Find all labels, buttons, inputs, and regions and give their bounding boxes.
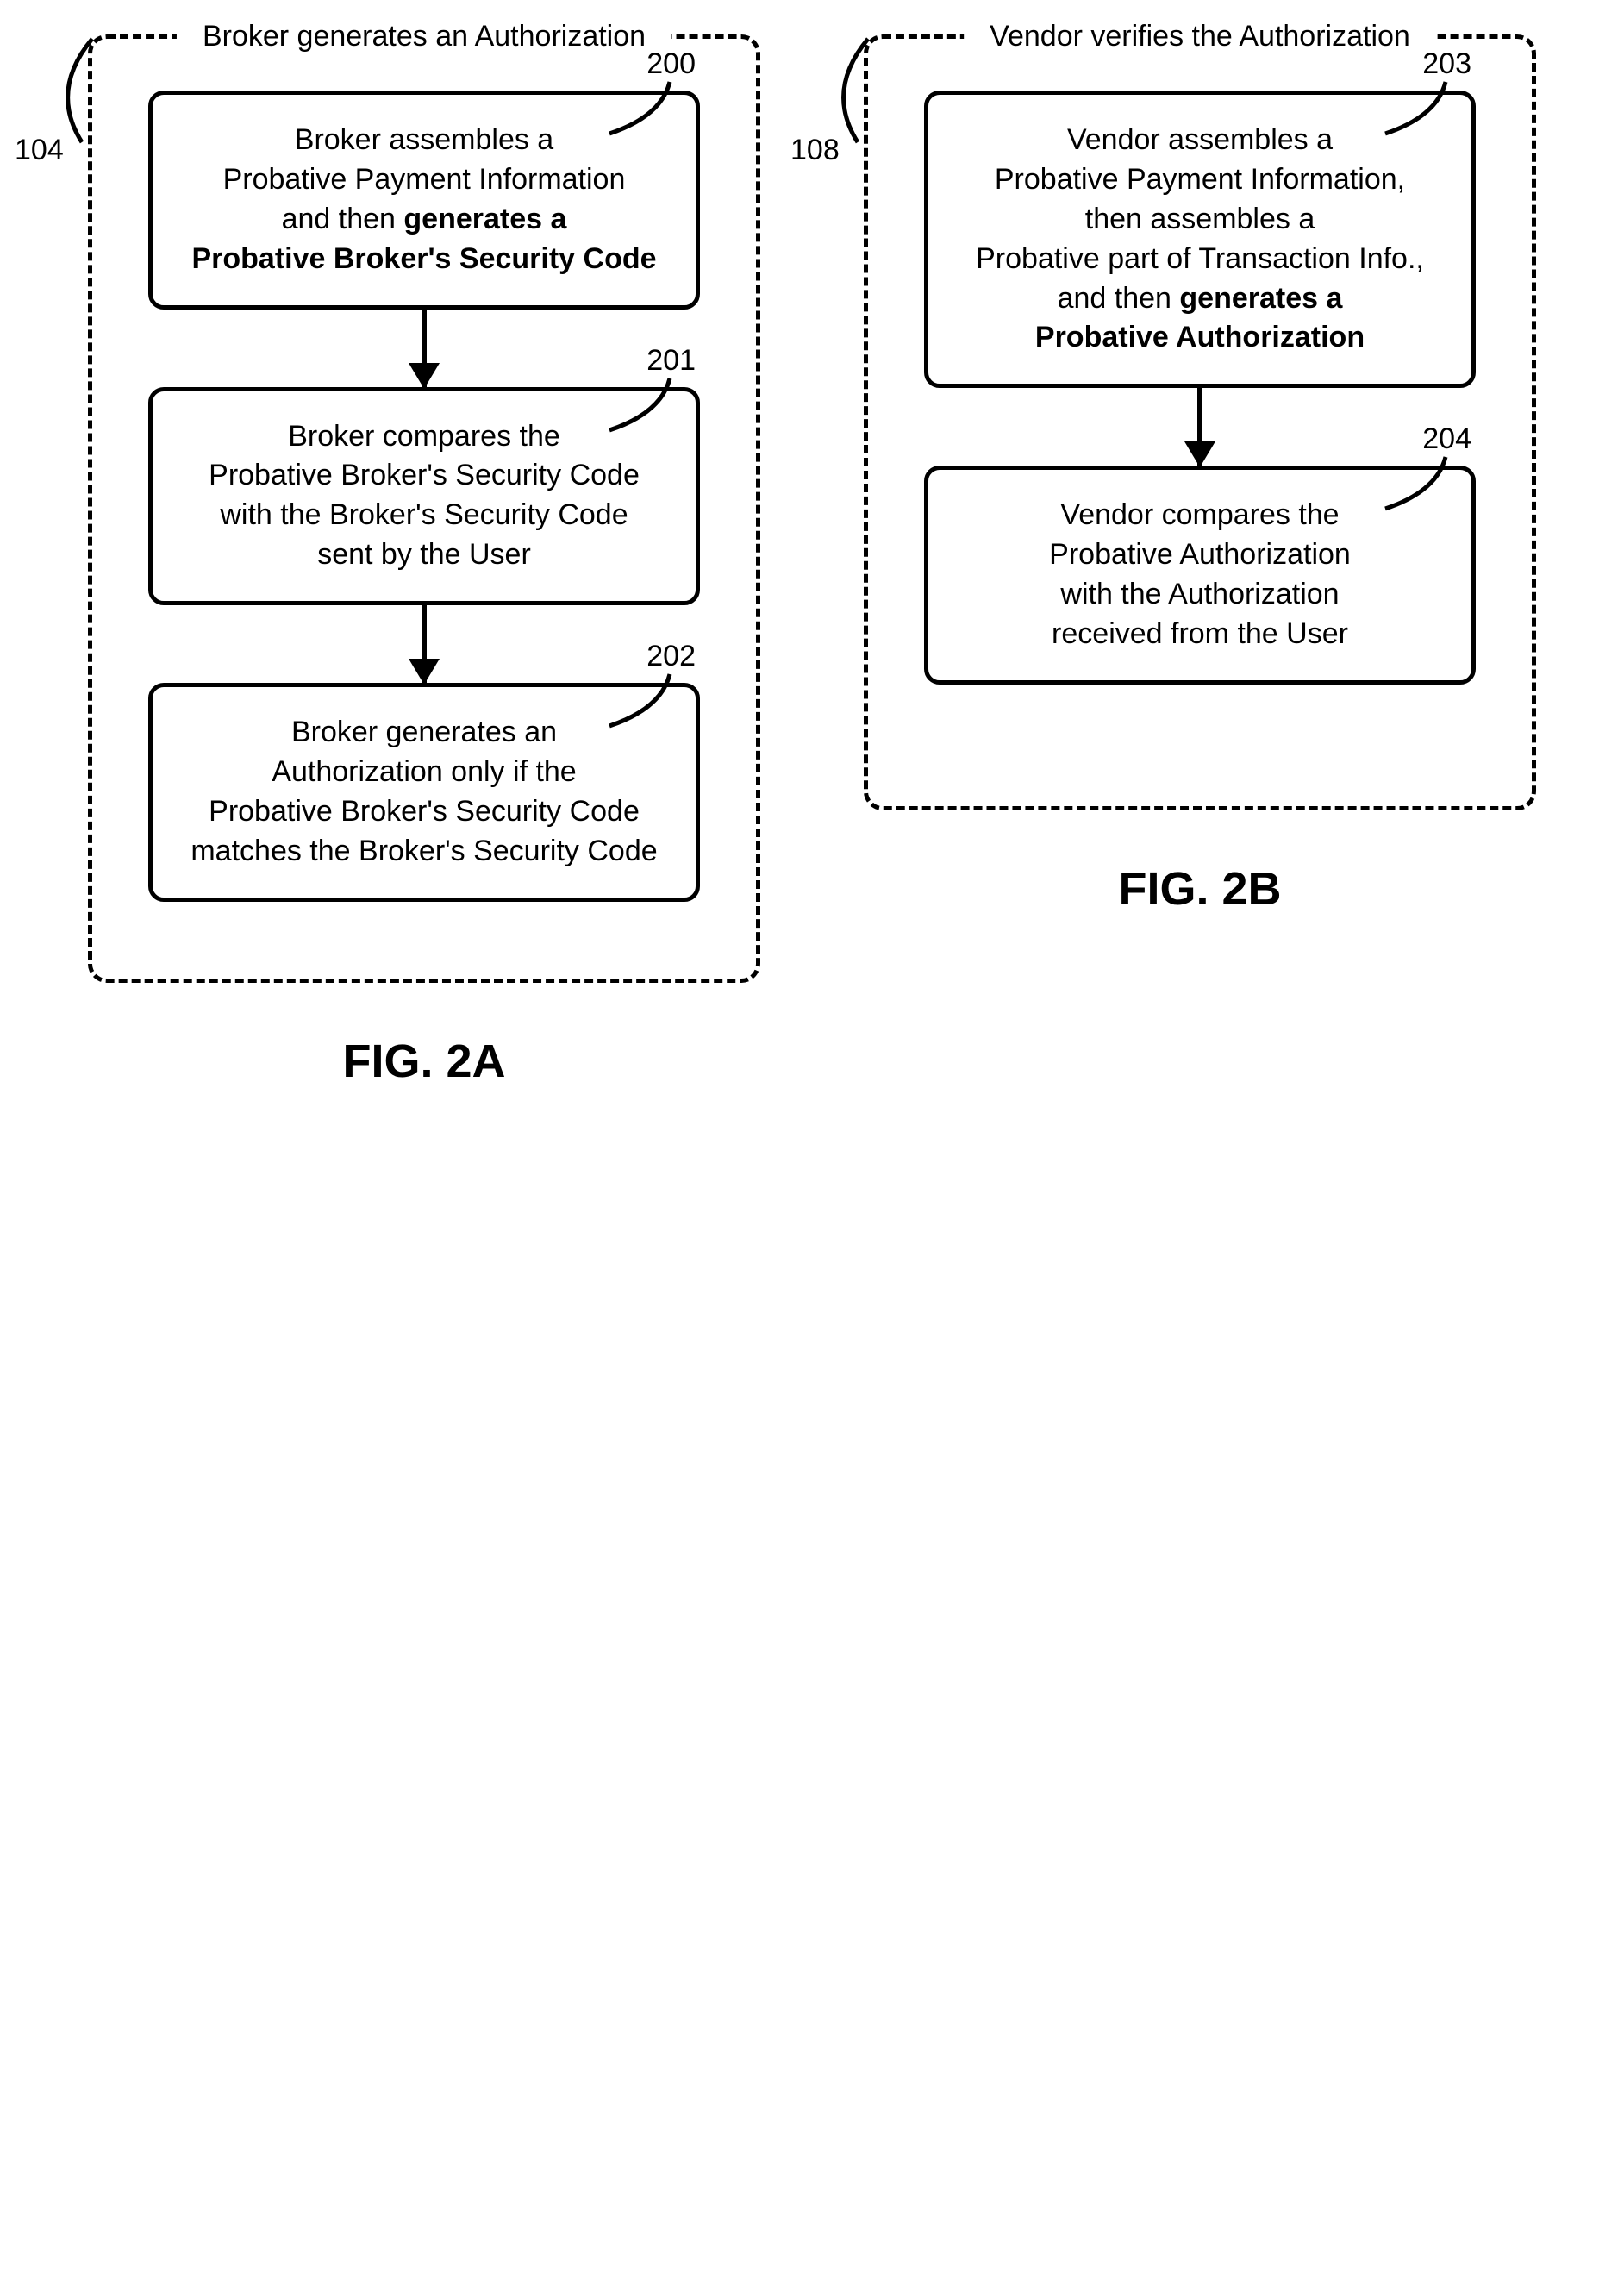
fig-2b-stack: Vendor assembles a Probative Payment Inf…: [903, 91, 1497, 685]
node-201-wrap: Broker compares the Probative Broker's S…: [127, 387, 721, 606]
n201-l0: Broker compares the: [288, 420, 560, 453]
n200-l0: Broker assembles a: [295, 123, 553, 156]
leader-203: [1385, 82, 1489, 142]
n204-l2: with the Authorization: [1060, 578, 1339, 610]
node-202-wrap: Broker generates an Authorization only i…: [127, 683, 721, 902]
arrow-201-202: [422, 605, 427, 683]
leader-201: [609, 378, 713, 439]
node-200-wrap: Broker assembles a Probative Payment Inf…: [127, 91, 721, 310]
n203-l3: Probative part of Transaction Info.,: [976, 242, 1424, 275]
ref-108: 108: [790, 134, 840, 167]
n203-l2: then assembles a: [1085, 203, 1315, 235]
fig-2b-title: Vendor verifies the Authorization: [964, 20, 1436, 53]
ref-202: 202: [646, 640, 696, 673]
leader-200: [609, 82, 713, 142]
fig-2a-title: Broker generates an Authorization: [177, 20, 671, 53]
n203-l5: generates a: [1179, 282, 1342, 315]
leader-202: [609, 674, 713, 735]
n203-l6: Probative Authorization: [1035, 321, 1365, 353]
node-204-wrap: Vendor compares the Probative Authorizat…: [903, 466, 1497, 685]
ref-201: 201: [646, 344, 696, 378]
fig-2b-container: Vendor verifies the Authorization 108 Ve…: [864, 34, 1536, 810]
arrow-200-201: [422, 310, 427, 387]
page: Broker generates an Authorization 104 Br…: [34, 34, 1590, 1088]
n204-l1: Probative Authorization: [1049, 538, 1351, 571]
n202-l3: matches the Broker's Security Code: [191, 835, 657, 867]
n203-l0: Vendor assembles a: [1067, 123, 1333, 156]
n204-l0: Vendor compares the: [1060, 498, 1339, 531]
fig-2a-caption: FIG. 2A: [342, 1035, 505, 1088]
n200-l1: Probative Payment Information: [223, 163, 626, 196]
n201-l3: sent by the User: [317, 538, 531, 571]
figure-2a-column: Broker generates an Authorization 104 Br…: [88, 34, 760, 1088]
n203-l4: and then: [1058, 282, 1180, 315]
n200-l2: and then: [282, 203, 404, 235]
n203-l1: Probative Payment Information,: [995, 163, 1405, 196]
n202-l1: Authorization only if the: [272, 755, 576, 788]
n201-l2: with the Broker's Security Code: [220, 498, 628, 531]
n202-l0: Broker generates an: [291, 716, 557, 748]
leader-204: [1385, 457, 1489, 517]
ref-104: 104: [15, 134, 64, 167]
n204-l3: received from the User: [1052, 617, 1348, 650]
fig-2b-caption: FIG. 2B: [1118, 862, 1281, 916]
node-203-wrap: Vendor assembles a Probative Payment Inf…: [903, 91, 1497, 388]
figure-2b-column: Vendor verifies the Authorization 108 Ve…: [864, 34, 1536, 916]
n200-l4: Probative Broker's Security Code: [191, 242, 656, 275]
ref-200: 200: [646, 47, 696, 81]
ref-203: 203: [1422, 47, 1471, 81]
ref-204: 204: [1422, 422, 1471, 456]
n200-l3: generates a: [403, 203, 566, 235]
fig-2a-container: Broker generates an Authorization 104 Br…: [88, 34, 760, 983]
n201-l1: Probative Broker's Security Code: [209, 459, 640, 491]
fig-2a-stack: Broker assembles a Probative Payment Inf…: [127, 91, 721, 902]
arrow-203-204: [1197, 388, 1202, 466]
n202-l2: Probative Broker's Security Code: [209, 795, 640, 828]
